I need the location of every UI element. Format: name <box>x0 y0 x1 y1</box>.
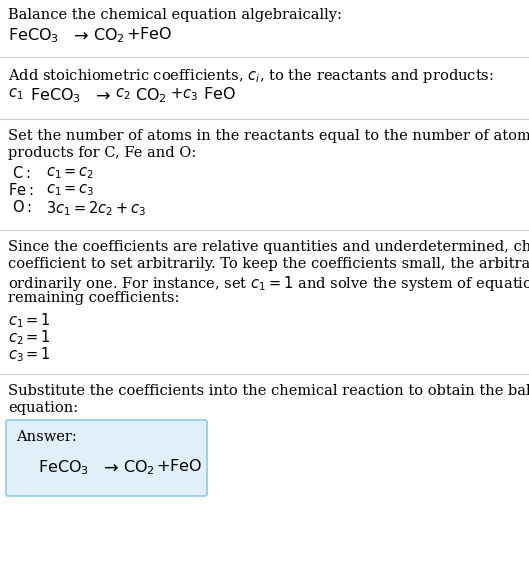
Text: $\rightarrow$: $\rightarrow$ <box>100 458 119 476</box>
Text: $\mathsf{CO_2}$: $\mathsf{CO_2}$ <box>123 458 155 477</box>
Text: $c_1$: $c_1$ <box>8 86 24 102</box>
Text: $\mathsf{O:}$: $\mathsf{O:}$ <box>12 199 32 215</box>
Text: $\mathsf{FeCO_3}$: $\mathsf{FeCO_3}$ <box>8 26 59 45</box>
Text: $c_1 = c_3$: $c_1 = c_3$ <box>46 182 95 198</box>
Text: $\mathsf{+ FeO}$: $\mathsf{+ FeO}$ <box>156 458 202 474</box>
Text: $c_2$: $c_2$ <box>115 86 131 102</box>
Text: products for C, Fe and O:: products for C, Fe and O: <box>8 146 196 160</box>
Text: $\rightarrow$: $\rightarrow$ <box>70 26 89 44</box>
Text: Since the coefficients are relative quantities and underdetermined, choose a: Since the coefficients are relative quan… <box>8 240 529 254</box>
Text: $\mathsf{+ FeO}$: $\mathsf{+ FeO}$ <box>126 26 172 42</box>
Text: $c_3 = 1$: $c_3 = 1$ <box>8 345 51 364</box>
Text: $3 c_1 = 2 c_2 + c_3$: $3 c_1 = 2 c_2 + c_3$ <box>46 199 146 218</box>
Text: $\mathsf{CO_2}$: $\mathsf{CO_2}$ <box>135 86 167 104</box>
Text: $\mathsf{C:}$: $\mathsf{C:}$ <box>12 165 30 181</box>
Text: $\mathsf{CO_2}$: $\mathsf{CO_2}$ <box>93 26 125 45</box>
Text: remaining coefficients:: remaining coefficients: <box>8 291 179 305</box>
Text: ordinarily one. For instance, set $c_1 = 1$ and solve the system of equations fo: ordinarily one. For instance, set $c_1 =… <box>8 274 529 293</box>
Text: $\rightarrow$: $\rightarrow$ <box>92 86 111 104</box>
Text: equation:: equation: <box>8 401 78 415</box>
Text: $c_1 = 1$: $c_1 = 1$ <box>8 311 51 330</box>
Text: Set the number of atoms in the reactants equal to the number of atoms in the: Set the number of atoms in the reactants… <box>8 129 529 143</box>
Text: $\mathsf{FeCO_3}$: $\mathsf{FeCO_3}$ <box>30 86 81 104</box>
Text: Balance the chemical equation algebraically:: Balance the chemical equation algebraica… <box>8 8 342 22</box>
Text: $\mathsf{FeCO_3}$: $\mathsf{FeCO_3}$ <box>38 458 89 477</box>
Text: $\mathsf{FeO}$: $\mathsf{FeO}$ <box>203 86 236 102</box>
Text: coefficient to set arbitrarily. To keep the coefficients small, the arbitrary va: coefficient to set arbitrarily. To keep … <box>8 257 529 271</box>
Text: Substitute the coefficients into the chemical reaction to obtain the balanced: Substitute the coefficients into the che… <box>8 384 529 398</box>
Text: Add stoichiometric coefficients, $c_i$, to the reactants and products:: Add stoichiometric coefficients, $c_i$, … <box>8 67 494 85</box>
Text: $c_1 = c_2$: $c_1 = c_2$ <box>46 165 94 181</box>
Text: $\mathsf{Fe:}$: $\mathsf{Fe:}$ <box>8 182 33 198</box>
Text: $+ c_3$: $+ c_3$ <box>170 86 198 103</box>
Text: Answer:: Answer: <box>16 430 77 444</box>
Text: $c_2 = 1$: $c_2 = 1$ <box>8 328 51 347</box>
FancyBboxPatch shape <box>6 420 207 496</box>
